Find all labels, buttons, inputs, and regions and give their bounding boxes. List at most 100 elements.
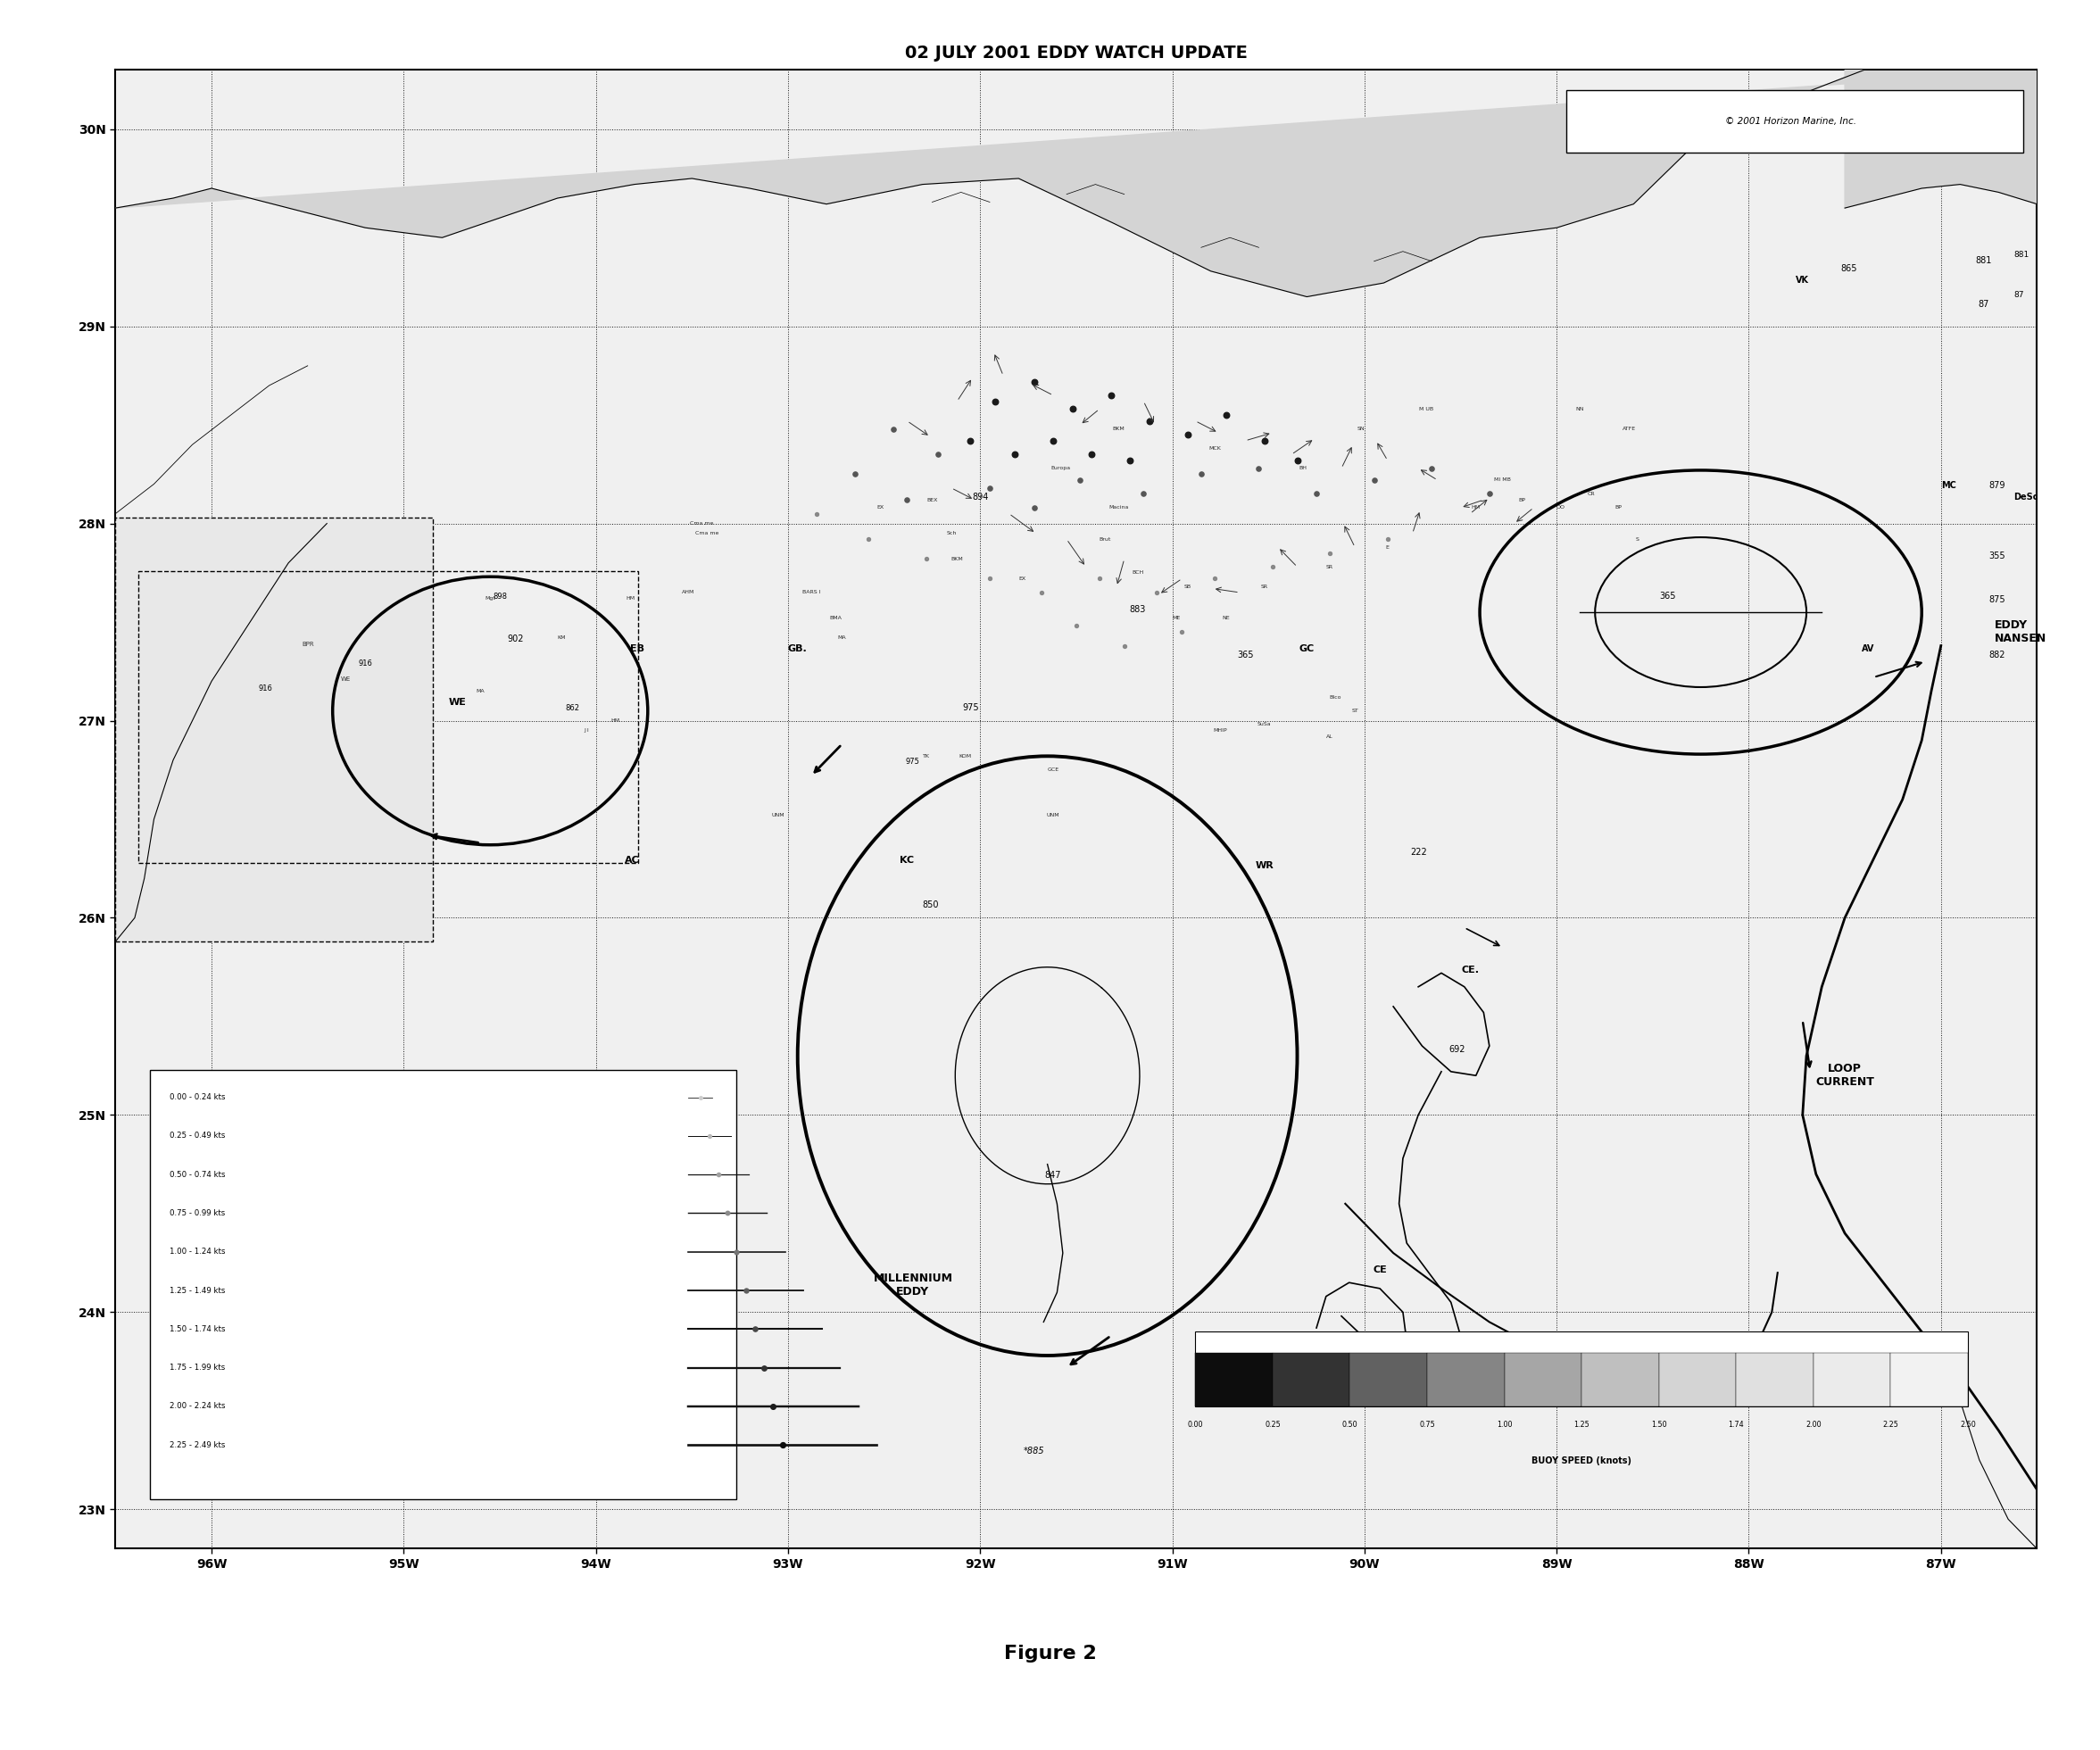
Text: 916: 916 [258, 684, 273, 693]
Text: 1.00: 1.00 [1497, 1421, 1512, 1428]
Point [1094, 382, 1128, 410]
Point [682, 1083, 716, 1111]
Point [1210, 401, 1243, 429]
Text: NN: NN [1575, 408, 1583, 411]
Text: Cma me: Cma me [695, 530, 718, 536]
Point [998, 441, 1031, 469]
Text: *885: *885 [1023, 1447, 1044, 1456]
Text: BP: BP [1518, 497, 1525, 502]
Text: 881: 881 [1974, 255, 1991, 264]
Text: 1.25 - 1.49 kts: 1.25 - 1.49 kts [170, 1286, 225, 1295]
Text: OO: OO [1556, 506, 1565, 509]
Text: SR: SR [1327, 565, 1334, 569]
Text: J I: J I [584, 728, 588, 733]
Point [1107, 632, 1140, 660]
Point [710, 1199, 743, 1227]
Point [1172, 420, 1205, 448]
Polygon shape [116, 70, 2037, 298]
Point [1016, 493, 1050, 521]
Text: UNM: UNM [1046, 814, 1061, 817]
Text: Mgt: Mgt [485, 597, 496, 600]
Text: 0.75: 0.75 [1420, 1421, 1434, 1428]
Text: 365: 365 [1659, 592, 1676, 600]
Point [1113, 446, 1147, 474]
Text: MILLENNIUM
EDDY: MILLENNIUM EDDY [874, 1272, 953, 1298]
Text: MA: MA [838, 635, 846, 640]
Text: 365: 365 [1237, 651, 1254, 660]
Text: BH: BH [1300, 466, 1306, 471]
Text: GB.: GB. [788, 644, 806, 653]
Text: 1.25: 1.25 [1573, 1421, 1590, 1428]
Text: CR: CR [1588, 492, 1596, 497]
Text: BCH: BCH [1132, 570, 1144, 576]
Text: 1.74: 1.74 [1728, 1421, 1743, 1428]
Text: 87: 87 [2014, 290, 2024, 299]
Text: Figure 2: Figure 2 [1004, 1645, 1096, 1662]
Bar [1195, 1353, 1273, 1407]
Text: 0.50 - 0.74 kts: 0.50 - 0.74 kts [170, 1171, 225, 1178]
Text: KM: KM [557, 635, 565, 640]
Point [1415, 455, 1449, 483]
Text: NE: NE [1222, 616, 1231, 620]
Point [1016, 368, 1050, 396]
Point [890, 486, 924, 514]
Point [838, 460, 872, 488]
Point [693, 1122, 727, 1150]
Bar [1350, 1353, 1428, 1407]
Polygon shape [1846, 70, 2037, 208]
Text: Brut: Brut [1098, 537, 1111, 541]
Text: AHM: AHM [682, 590, 695, 595]
Text: AC: AC [624, 856, 641, 864]
Text: WR: WR [1256, 861, 1275, 870]
Text: 916: 916 [359, 660, 372, 667]
Text: BARS I: BARS I [802, 590, 821, 595]
Point [853, 525, 886, 553]
Text: 881: 881 [2014, 250, 2029, 259]
Text: VK: VK [1796, 276, 1810, 285]
Text: 902: 902 [506, 635, 523, 644]
Text: SR: SR [1260, 584, 1268, 588]
Point [1256, 553, 1289, 581]
Text: KC: KC [901, 856, 914, 864]
Text: 883: 883 [1130, 606, 1147, 614]
Text: 850: 850 [922, 901, 939, 910]
Point [1056, 396, 1090, 424]
Text: 0.25 - 0.49 kts: 0.25 - 0.49 kts [170, 1132, 225, 1139]
Text: 862: 862 [565, 705, 580, 712]
Bar [1504, 1353, 1581, 1407]
Point [1300, 480, 1334, 508]
Text: 1.00 - 1.24 kts: 1.00 - 1.24 kts [170, 1248, 225, 1256]
Title: 02 JULY 2001 EDDY WATCH UPDATE: 02 JULY 2001 EDDY WATCH UPDATE [905, 44, 1247, 61]
Text: Sch: Sch [947, 530, 956, 536]
Bar [1195, 1332, 1968, 1407]
Text: AV: AV [1861, 644, 1875, 653]
Point [720, 1237, 754, 1265]
Point [909, 544, 943, 572]
Text: 0.00 - 0.24 kts: 0.00 - 0.24 kts [170, 1094, 225, 1101]
Text: 898: 898 [493, 592, 506, 600]
Point [979, 387, 1012, 415]
Point [756, 1393, 790, 1421]
Point [1128, 480, 1161, 508]
Text: EB: EB [630, 644, 645, 653]
Text: EX: EX [1018, 576, 1027, 581]
Text: MHIP: MHIP [1214, 728, 1226, 733]
Text: Cma me: Cma me [689, 521, 714, 525]
Text: E: E [1386, 544, 1390, 550]
Point [737, 1314, 771, 1342]
Text: 222: 222 [1409, 847, 1426, 856]
Text: 692: 692 [1449, 1045, 1466, 1054]
Text: MA: MA [477, 690, 485, 693]
Text: 2.00 - 2.24 kts: 2.00 - 2.24 kts [170, 1402, 225, 1411]
Text: EDDY
NANSEN: EDDY NANSEN [1995, 620, 2048, 644]
Text: 975: 975 [905, 758, 920, 766]
Text: 2.00: 2.00 [1806, 1421, 1821, 1428]
Point [1037, 427, 1071, 455]
Text: CE: CE [1373, 1265, 1386, 1274]
Text: 975: 975 [962, 704, 979, 712]
Text: 2.25 - 2.49 kts: 2.25 - 2.49 kts [170, 1440, 225, 1449]
Bar [1581, 1353, 1659, 1407]
Point [1197, 565, 1231, 593]
Text: © 2001 Horizon Marine, Inc.: © 2001 Horizon Marine, Inc. [1726, 117, 1856, 126]
Point [1132, 408, 1166, 436]
